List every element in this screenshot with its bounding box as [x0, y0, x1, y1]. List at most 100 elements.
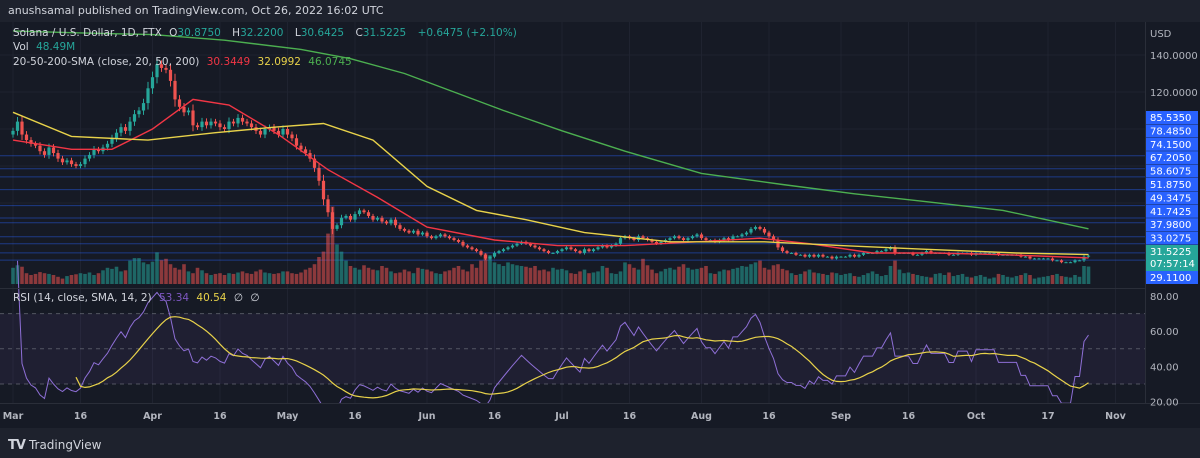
candle-body [218, 123, 222, 128]
candle-body [893, 247, 897, 253]
volume-bar [519, 266, 524, 284]
volume-legend[interactable]: Vol 48.49M [13, 41, 79, 53]
candle-body [47, 147, 51, 155]
volume-bar [1028, 275, 1032, 284]
candle-body [1023, 256, 1028, 258]
volume-bar [366, 267, 371, 284]
sma-label: 20-50-200-SMA (close, 20, 50, 200) [13, 56, 200, 68]
candle-body [753, 227, 758, 229]
volume-bar [596, 271, 600, 284]
volume-bar [398, 272, 402, 284]
candle-body [258, 130, 263, 135]
candle-body [137, 110, 141, 115]
rsi-sma-line [75, 316, 1089, 399]
volume-bar [407, 271, 411, 284]
volume-bar [564, 270, 569, 284]
candle-body [83, 158, 87, 165]
price-level-badge [1146, 218, 1198, 232]
candle-body [371, 215, 375, 220]
candle-body [686, 238, 690, 240]
volume-bar [231, 273, 236, 284]
candle-body [798, 254, 803, 256]
candle-body [668, 238, 672, 240]
candle-body [65, 160, 69, 163]
candle-body [51, 147, 56, 154]
publisher-text: anushsamal published on TradingView.com,… [8, 4, 384, 17]
volume-bar [749, 264, 753, 284]
currency-label: USD [1150, 29, 1172, 40]
close-value: 31.5225 [362, 27, 407, 39]
volume-bar [843, 273, 848, 284]
candle-body [105, 143, 110, 148]
candle-body [429, 236, 434, 239]
volume-bar [758, 260, 762, 284]
candle-body [92, 149, 96, 155]
rsi-tick-label: 60.00 [1150, 327, 1179, 338]
volume-bar [605, 267, 609, 284]
candle-body [240, 117, 245, 122]
candle-body [866, 252, 870, 254]
candle-body [141, 103, 146, 111]
tradingview-logo-text: TradingView [28, 438, 102, 452]
volume-bar [573, 273, 578, 284]
volume-bar [65, 276, 69, 284]
price-level-label: 58.6075 [1150, 167, 1191, 178]
candle-body [564, 247, 569, 250]
candle-body [794, 252, 798, 255]
rsi-label: RSI (14, close, SMA, 14, 2) [13, 292, 152, 304]
volume-bar [582, 269, 587, 284]
candle-body [357, 210, 362, 215]
candle-body [515, 243, 519, 246]
volume-bar [1077, 276, 1082, 284]
price-level-label: 41.7425 [1150, 207, 1191, 218]
sma-legend[interactable]: 20-50-200-SMA (close, 20, 50, 200) 30.34… [13, 56, 356, 68]
candle-body [920, 252, 924, 255]
volume-bar [744, 266, 749, 284]
volume-bar [807, 269, 812, 284]
volume-bar [974, 276, 978, 284]
volume-bar [150, 261, 155, 284]
volume-bar [114, 266, 119, 284]
symbol-legend[interactable]: Solana / U.S. Dollar, 1D, FTX O30.8750 H… [13, 27, 521, 39]
volume-bar [654, 273, 659, 284]
volume-bar [591, 272, 596, 284]
volume-bar [537, 270, 542, 284]
candle-body [236, 117, 240, 124]
volume-bar [839, 275, 843, 284]
candle-body [1055, 260, 1059, 262]
candle-body [879, 251, 884, 253]
volume-bar [1055, 273, 1059, 284]
volume-bar [74, 274, 78, 284]
candle-body [704, 238, 708, 240]
candle-body [1037, 258, 1041, 260]
volume-bar [465, 271, 470, 284]
candle-body [155, 64, 159, 78]
candle-body [290, 134, 294, 139]
candle-body [312, 158, 317, 168]
volume-bar [497, 264, 501, 284]
candle-body [983, 252, 987, 254]
open-value: 30.8750 [177, 27, 221, 39]
candle-body [447, 236, 452, 239]
price-level-label: 74.1500 [1150, 140, 1191, 151]
countdown-label: 07:57:14 [1150, 259, 1195, 270]
volume-bar [285, 271, 290, 284]
time-axis[interactable] [0, 403, 1200, 428]
volume-bar [713, 273, 717, 284]
volume-bar [344, 260, 348, 284]
candle-body [582, 249, 587, 253]
candle-body [479, 251, 483, 255]
volume-bar [672, 269, 677, 284]
candle-body [924, 251, 929, 253]
volume-bar [339, 251, 344, 284]
volume-bar [51, 275, 56, 284]
candle-body [168, 69, 173, 81]
rsi-legend[interactable]: RSI (14, close, SMA, 14, 2) 53.34 40.54 … [13, 292, 263, 304]
candle-body [537, 247, 542, 250]
volume-bar [218, 273, 222, 284]
candle-body [1050, 258, 1055, 261]
volume-bar [312, 264, 317, 284]
tradingview-logo[interactable]: TV TradingView [8, 436, 101, 454]
candle-body [789, 252, 794, 254]
